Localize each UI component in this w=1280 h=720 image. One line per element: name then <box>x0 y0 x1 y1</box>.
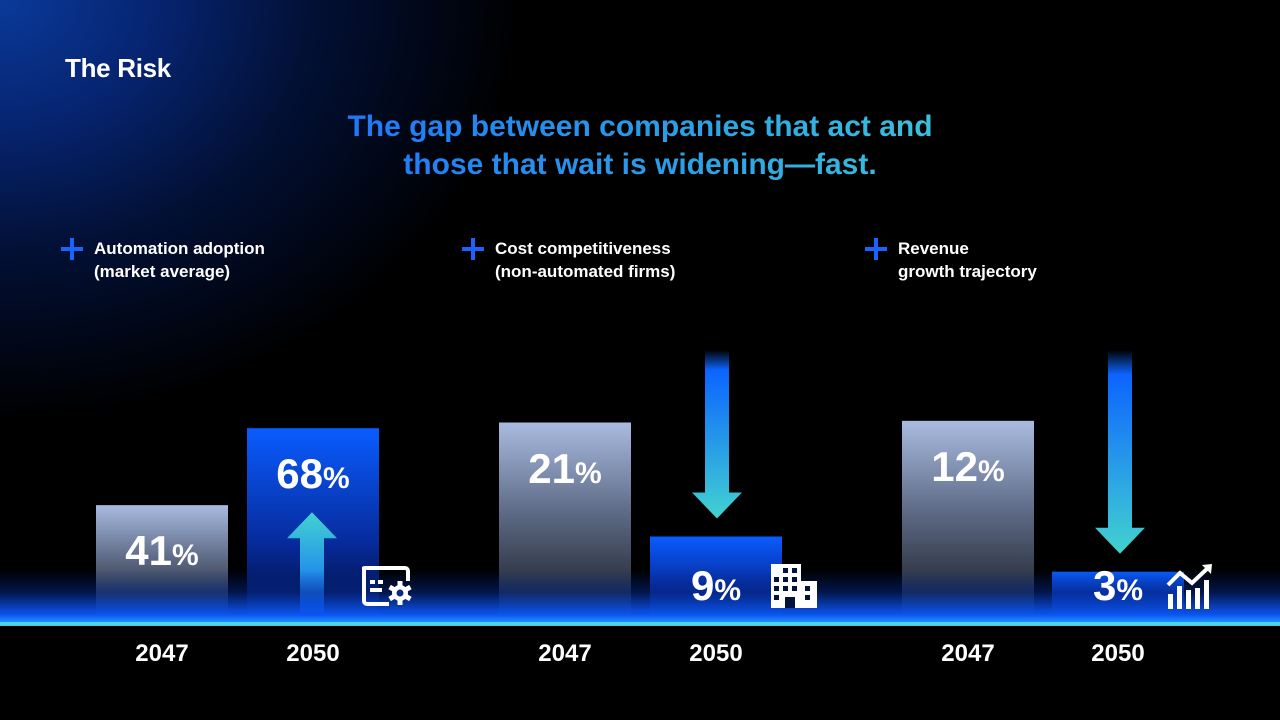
data-label-value: 41 <box>125 527 173 575</box>
baseline-glow <box>0 570 1280 626</box>
year-tick-label: 2050 <box>1091 640 1145 667</box>
panel-header-automation: Automation adoption (market average) <box>61 237 265 283</box>
year-tick-label: 2047 <box>538 640 592 667</box>
year-tick-label: 2047 <box>135 640 189 667</box>
year-tick-label: 2047 <box>941 640 995 667</box>
data-label: 3% <box>1052 562 1184 610</box>
year-tick-label: 2050 <box>286 640 340 667</box>
data-label-value: 21 <box>528 444 576 492</box>
data-label-value: 9 <box>690 562 715 609</box>
panel-title-line-1: Cost competitiveness <box>495 239 671 258</box>
panel-header-revenue: Revenue growth trajectory <box>865 237 1037 283</box>
data-label: 68% <box>247 450 379 498</box>
arrow-up-icon <box>287 512 337 622</box>
panel-title-line-2: (non-automated firms) <box>495 262 676 281</box>
panel-title-line-1: Revenue <box>898 239 969 258</box>
data-label-unit: % <box>714 574 742 607</box>
arrow-down-icon <box>692 350 742 519</box>
data-label: 41% <box>96 527 228 575</box>
section-kicker: The Risk <box>65 53 171 83</box>
year-tick-label: 2050 <box>689 640 743 667</box>
data-label-unit: % <box>1116 574 1144 607</box>
arrow-down-icon <box>1095 350 1145 554</box>
data-label: 12% <box>902 443 1034 491</box>
panel-title-line-2: growth trajectory <box>898 262 1037 281</box>
panel-title: Automation adoption (market average) <box>94 237 265 283</box>
panel-title: Revenue growth trajectory <box>898 237 1037 283</box>
plus-icon <box>865 238 887 260</box>
panel-header-cost: Cost competitiveness (non-automated firm… <box>462 237 675 283</box>
panel-title-line-2: (market average) <box>94 262 231 281</box>
panel-title: Cost competitiveness (non-automated firm… <box>495 237 675 283</box>
data-label: 9% <box>650 562 782 610</box>
data-label-unit: % <box>978 454 1005 488</box>
data-label-unit: % <box>575 456 602 490</box>
data-label-value: 3 <box>1092 562 1117 609</box>
building-icon <box>771 564 817 613</box>
data-label-value: 12 <box>931 442 979 490</box>
panel-title-line-1: Automation adoption <box>94 239 265 258</box>
data-label-unit: % <box>323 462 350 496</box>
dashboard-settings-icon <box>360 564 412 611</box>
plus-icon <box>462 238 484 260</box>
data-label-value: 68 <box>276 450 324 498</box>
growth-chart-icon <box>1166 563 1214 614</box>
data-label-unit: % <box>172 539 199 573</box>
baseline <box>0 622 1280 625</box>
data-label: 21% <box>499 445 631 493</box>
plus-icon <box>61 238 83 260</box>
